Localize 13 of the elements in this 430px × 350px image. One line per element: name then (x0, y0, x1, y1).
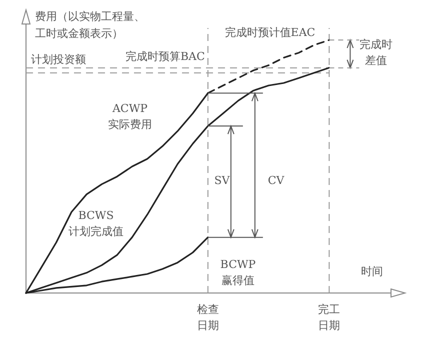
y-axis-title: 费用（以实物工程量、工时或金额表示） (35, 10, 145, 40)
ref-line-label: 完成时预算BAC (125, 50, 205, 63)
annotation: ACWP 实际费用 (108, 102, 152, 131)
x-axis-title: 时间 (361, 265, 383, 278)
annotation: BCWP 赢得值 (220, 258, 256, 287)
annotation: CV (268, 174, 286, 187)
annotation: SV (214, 174, 231, 187)
annotation: 完成时差值 (360, 38, 392, 67)
x-tick-label: 完工日期 (318, 303, 340, 332)
annotation: BCWS 计划完成值 (68, 209, 124, 238)
x-tick-label: 检查日期 (196, 303, 219, 332)
ref-line-label: 计划投资额 (31, 52, 86, 66)
text: 完成时预计值EAC (224, 26, 316, 39)
